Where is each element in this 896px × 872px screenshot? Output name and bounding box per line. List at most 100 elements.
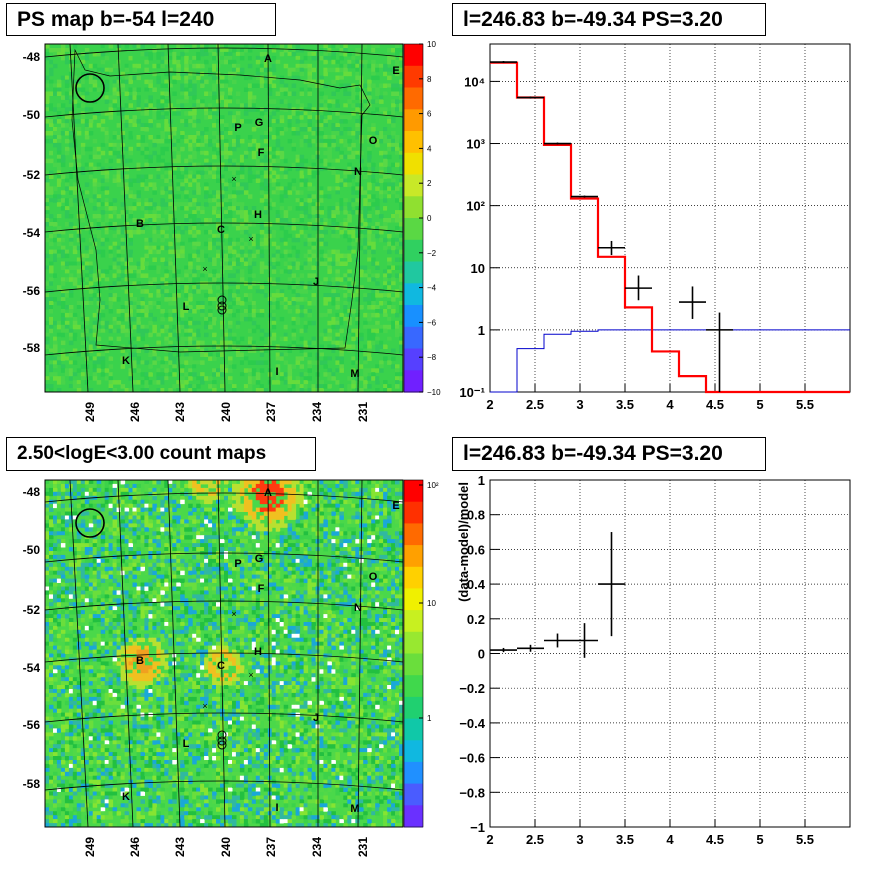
source-ring-marker	[217, 305, 227, 315]
ps-map-panel: A E P G O F N B C H J L K I M × × × -48 -50 -52 -54 -56 -58 249 2…	[23, 40, 441, 422]
longitude-line	[267, 44, 271, 392]
source-label-n: N	[354, 166, 362, 178]
colorbar-segment	[404, 480, 423, 503]
latitude-line	[45, 107, 403, 118]
y-tick-label: 0.6	[467, 542, 485, 557]
y-tick-label: 10⁻¹	[459, 385, 485, 400]
x-tick-label: 3.5	[616, 832, 634, 847]
map-x-tick-label: 243	[173, 402, 187, 422]
colorbar-segment	[404, 152, 423, 176]
colorbar-segment	[404, 566, 423, 589]
colorbar-segment	[404, 370, 423, 393]
map-pixels	[45, 44, 403, 392]
colorbar-tick-label: 1	[427, 714, 432, 723]
colorbar-tick-label: −2	[427, 249, 437, 258]
map-y-tick-label: -56	[23, 718, 41, 732]
colorbar-segment	[404, 87, 423, 110]
y-tick-label: 10⁴	[464, 74, 485, 89]
colorbar-segment	[404, 65, 423, 89]
x-tick-label: 4	[666, 397, 674, 412]
colorbar-segment	[404, 44, 423, 67]
colorbar-segment	[404, 218, 423, 241]
roi-circle-marker	[75, 73, 105, 103]
y-tick-label: 10²	[466, 199, 485, 214]
colorbar-tick-label: 2	[427, 179, 432, 188]
y-tick-label: 1	[478, 473, 485, 488]
colorbar-segment	[404, 305, 423, 328]
source-label-l: L	[183, 738, 190, 750]
count-map-panel: A E P G O F N B C H J L K I M × × × -48 -50 -52 -54 -56 -58 249 2…	[23, 479, 439, 857]
map-y-tick-label: -56	[23, 284, 41, 298]
source-label-p: P	[234, 558, 241, 570]
map-y-tick-label: -58	[23, 341, 41, 355]
colorbar-tick-label: 0	[427, 214, 432, 223]
source-label-p: P	[234, 122, 241, 134]
map-y-tick-label: -54	[23, 226, 41, 240]
source-label-g: G	[255, 553, 264, 565]
source-cross-marker: ×	[202, 701, 207, 711]
spectrum-title: l=246.83 b=-49.34 PS=3.20	[452, 3, 766, 36]
longitude-line	[217, 44, 226, 392]
colorbar-segment	[404, 348, 423, 371]
longitude-line	[357, 480, 363, 827]
latitude-line	[45, 600, 403, 611]
colorbar-tick-label: 4	[427, 144, 432, 153]
y-tick-label: −0.6	[459, 751, 485, 766]
colorbar-tick-label: −4	[427, 284, 437, 293]
colorbar-segment	[404, 501, 423, 524]
source-label-m: M	[350, 803, 359, 815]
source-label-h: H	[254, 209, 262, 221]
map-y-tick-label: -52	[23, 168, 41, 182]
colorbar-segment	[404, 131, 423, 154]
residual-grid	[490, 480, 850, 827]
source-label-i: I	[275, 366, 278, 378]
map-x-tick-label: 237	[264, 837, 278, 857]
source-label-k: K	[122, 355, 130, 367]
map-x-tick-label: 240	[219, 837, 233, 857]
colorbar-segment	[404, 196, 423, 219]
source-cross-marker: ×	[248, 670, 253, 680]
residual-title: l=246.83 b=-49.34 PS=3.20	[452, 437, 766, 471]
source-cross-marker: ×	[231, 174, 236, 184]
source-label-e: E	[392, 500, 399, 512]
source-ring-marker	[217, 295, 227, 305]
colorbar-segment	[404, 675, 423, 698]
source-label-a: A	[264, 53, 272, 65]
source-label-c: C	[217, 224, 225, 236]
x-tick-label: 3	[576, 397, 583, 412]
map-x-tick-label: 237	[264, 402, 278, 422]
background-model-histogram	[490, 329, 850, 393]
ps-map-title: PS map b=-54 l=240	[6, 3, 276, 36]
source-label-o: O	[369, 135, 378, 147]
map-x-tick-label: 246	[128, 402, 142, 422]
source-label-i: I	[275, 802, 278, 814]
map-x-tick-label: 231	[356, 837, 370, 857]
colorbar-segment	[404, 523, 423, 546]
source-cross-marker: ×	[248, 234, 253, 244]
source-ring-marker	[217, 740, 227, 750]
map-frame	[44, 43, 404, 393]
source-cross-marker: ×	[202, 264, 207, 274]
source-label-c: C	[217, 660, 225, 672]
x-tick-label: 3.5	[616, 397, 634, 412]
y-tick-label: −1	[470, 820, 485, 835]
latitude-line	[45, 222, 403, 233]
colorbar-segment	[404, 631, 423, 654]
source-label-f: F	[258, 147, 265, 159]
source-label-b: B	[136, 218, 144, 230]
x-tick-label: 2.5	[526, 397, 544, 412]
y-tick-label: −0.8	[459, 785, 485, 800]
longitude-line	[217, 480, 226, 827]
colorbar-segment	[404, 740, 423, 763]
x-tick-label: 3	[576, 832, 583, 847]
colorbar-tick-label: 8	[427, 75, 432, 84]
source-label-k: K	[122, 791, 130, 803]
x-tick-label: 5.5	[796, 832, 814, 847]
source-label-n: N	[354, 602, 362, 614]
source-label-j: J	[313, 712, 319, 724]
y-tick-label: 0.4	[467, 577, 486, 592]
source-label-m: M	[350, 368, 359, 380]
colorbar-segment	[404, 696, 423, 720]
latitude-line	[45, 165, 403, 176]
